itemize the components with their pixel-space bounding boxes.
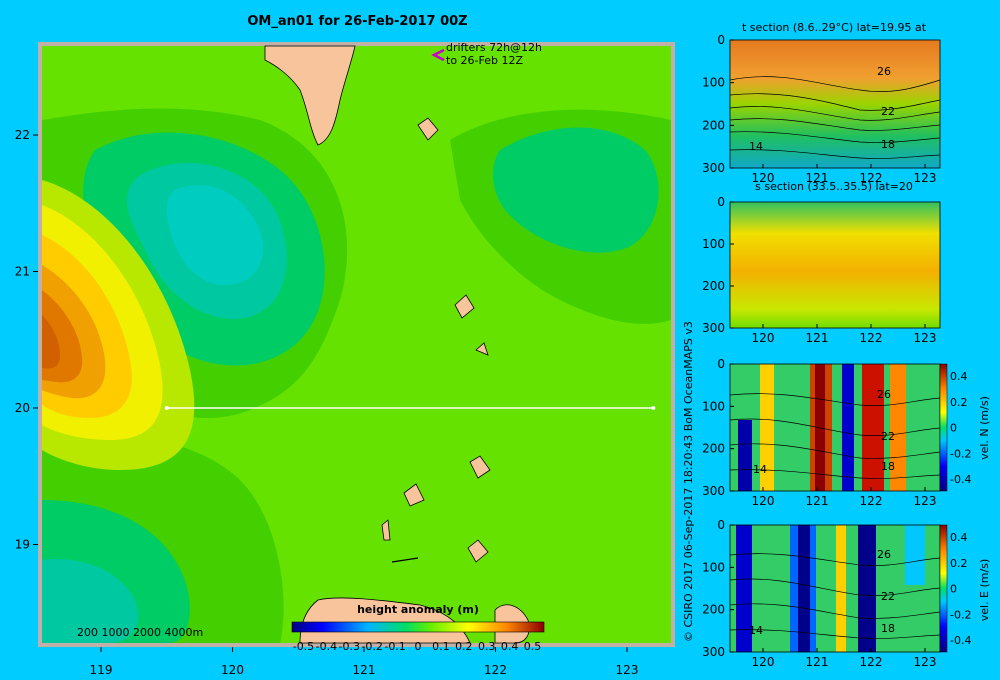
contour-label: 18 <box>881 138 895 151</box>
velocity-colorbar-tick-label: -0.4 <box>950 473 971 486</box>
temperature-section-title: t section (8.6..29°C) lat=19.95 at <box>742 21 927 34</box>
section-y-tick-label: 300 <box>702 645 725 659</box>
section-x-tick-label: 123 <box>914 655 937 669</box>
map-x-tick-label: 119 <box>90 663 113 677</box>
section-x-tick-label: 120 <box>752 171 775 185</box>
map-x-tick-label: 120 <box>221 663 244 677</box>
section-y-tick-label: 300 <box>702 161 725 175</box>
velocity-east-panel: vel. E (m/s) <box>729 524 991 653</box>
section-x-tick-label: 121 <box>806 331 829 345</box>
section-y-tick-label: 300 <box>702 484 725 498</box>
section-x-tick-label: 123 <box>914 171 937 185</box>
drifter-icon <box>431 48 445 62</box>
colorbar-tick-label: -0.1 <box>384 640 405 653</box>
section-y-tick-label: 200 <box>702 603 725 617</box>
salinity-section-panel: s section (33.5..35.5) lat=20 <box>729 180 941 329</box>
salinity-section-title: s section (33.5..35.5) lat=20 <box>755 180 913 193</box>
contour-label: 26 <box>877 388 891 401</box>
section-x-tick-label: 122 <box>860 655 883 669</box>
contour-label: 14 <box>749 140 763 153</box>
map-x-tick-label: 122 <box>484 663 507 677</box>
section-y-tick-label: 200 <box>702 442 725 456</box>
colorbar-tick-label: -0.5 <box>293 640 314 653</box>
contour-label: 14 <box>749 624 763 637</box>
velocity-colorbar-tick-label: -0.2 <box>950 608 971 621</box>
section-x-tick-label: 120 <box>752 655 775 669</box>
velocity-colorbar-tick-label: 0.4 <box>950 531 968 544</box>
velocity-colorbar-tick-label: -0.2 <box>950 447 971 460</box>
contour-label: 26 <box>877 65 891 78</box>
section-y-tick-label: 100 <box>702 76 725 90</box>
section-y-tick-label: 100 <box>702 560 725 574</box>
map-y-tick-label: 19 <box>15 538 30 552</box>
contour-label: 22 <box>881 430 895 443</box>
height-anomaly-field <box>42 45 671 644</box>
map-y-tick-label: 20 <box>15 401 30 415</box>
vel-e-colorbar-label: vel. E (m/s) <box>978 559 991 622</box>
section-y-tick-label: 0 <box>717 33 725 47</box>
velocity-colorbar-tick-label: 0 <box>950 583 957 596</box>
colorbar-tick-label: 0.5 <box>524 640 542 653</box>
section-x-tick-label: 120 <box>752 494 775 508</box>
section-y-tick-label: 0 <box>717 357 725 371</box>
height-colorbar: height anomaly (m) -0.5 -0.4 -0.3 -0.2 -0.1 0… <box>291 603 545 653</box>
section-y-tick-label: 200 <box>702 279 725 293</box>
colorbar-tick-label: 0.3 <box>478 640 496 653</box>
section-y-tick-label: 300 <box>702 321 725 335</box>
contour-label: 22 <box>881 105 895 118</box>
colorbar-tick-label: -0.4 <box>316 640 337 653</box>
section-y-tick-label: 100 <box>702 399 725 413</box>
map-title: OM_an01 for 26-Feb-2017 00Z <box>247 14 468 29</box>
velocity-colorbar-tick-label: 0.4 <box>950 370 968 383</box>
contour-label: 26 <box>877 548 891 561</box>
contour-label: 18 <box>881 460 895 473</box>
colorbar-tick-label: 0.2 <box>455 640 473 653</box>
velocity-colorbar-tick-label: -0.4 <box>950 634 971 647</box>
drifter-note-line1: drifters 72h@12h <box>446 41 542 54</box>
section-axes: 120 121 122 123 0 100 200 300 120 121 122 123 0 100 20… <box>702 33 971 669</box>
contour-label: 22 <box>881 590 895 603</box>
section-end-marker <box>651 406 656 410</box>
vel-n-colorbar-label: vel. N (m/s) <box>978 396 991 460</box>
section-start-marker <box>164 406 169 410</box>
colorbar-tick-label: 0.4 <box>501 640 519 653</box>
section-x-tick-label: 123 <box>914 331 937 345</box>
velocity-north-panel: vel. N (m/s) <box>729 363 991 492</box>
colorbar-tick-label: -0.3 <box>339 640 360 653</box>
section-x-tick-label: 122 <box>860 331 883 345</box>
colorbar-tick-label: 0 <box>415 640 422 653</box>
section-x-tick-label: 123 <box>914 494 937 508</box>
map-x-tick-label: 123 <box>616 663 639 677</box>
temperature-section-panel: t section (8.6..29°C) lat=19.95 at <box>729 21 941 169</box>
section-x-tick-label: 122 <box>860 494 883 508</box>
scale-note: 200 1000 2000 4000m <box>77 626 203 639</box>
section-y-tick-label: 100 <box>702 237 725 251</box>
map-y-tick-label: 21 <box>15 265 30 279</box>
map-y-tick-label: 22 <box>15 128 30 142</box>
section-x-tick-label: 122 <box>860 171 883 185</box>
section-x-tick-label: 120 <box>752 331 775 345</box>
section-x-tick-label: 121 <box>806 171 829 185</box>
section-x-tick-label: 121 <box>806 494 829 508</box>
velocity-colorbar-tick-label: 0 <box>950 422 957 435</box>
map-y-axis: 22 21 20 19 <box>15 128 38 552</box>
velocity-colorbar-tick-label: 0.2 <box>950 557 968 570</box>
drifter-note-line2: to 26-Feb 12Z <box>446 54 523 67</box>
section-x-tick-label: 121 <box>806 655 829 669</box>
section-y-tick-label: 0 <box>717 195 725 209</box>
colorbar-tick-label: -0.2 <box>361 640 382 653</box>
contour-labels: 26 22 18 14 26 22 18 14 26 22 18 14 <box>749 65 895 637</box>
colorbar-label: height anomaly (m) <box>357 603 479 616</box>
map-x-tick-label: 121 <box>353 663 376 677</box>
section-y-tick-label: 200 <box>702 118 725 132</box>
colorbar-tick-label: 0.1 <box>432 640 450 653</box>
contour-label: 18 <box>881 622 895 635</box>
credit-text: © CSIRO 2017 06-Sep-2017 18:20:43 BoM Oc… <box>682 321 695 642</box>
section-y-tick-label: 0 <box>717 518 725 532</box>
map-x-axis: 119 120 121 122 123 <box>90 647 639 677</box>
velocity-colorbar-tick-label: 0.2 <box>950 396 968 409</box>
contour-label: 14 <box>753 463 767 476</box>
